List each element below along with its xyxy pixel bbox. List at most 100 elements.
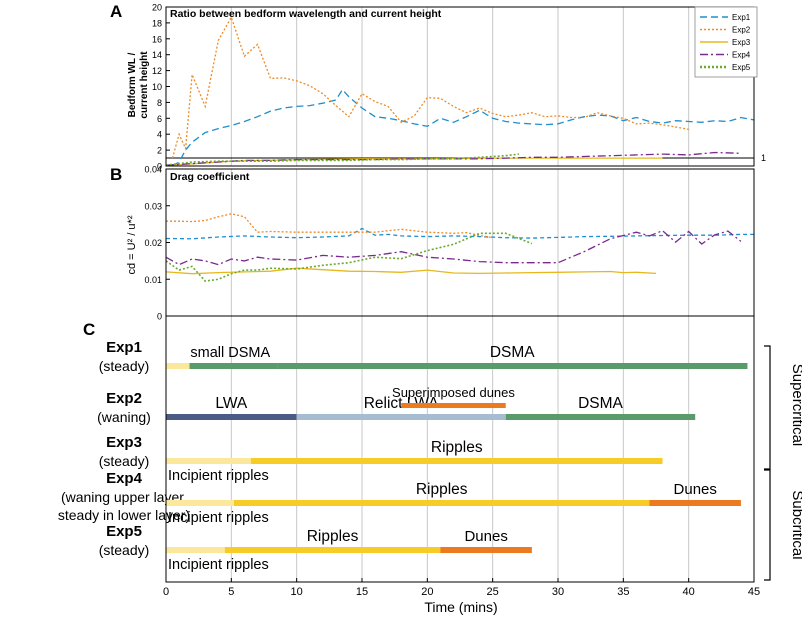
row-title-exp5: Exp5 xyxy=(106,523,142,540)
chart-a-y-tick-label: 10 xyxy=(152,82,162,92)
bar-exp5-ripples xyxy=(224,547,441,553)
bar-exp4-ripples xyxy=(233,500,650,506)
chart-c-x-tick-label: 45 xyxy=(748,586,760,598)
bar-exp1-dsma xyxy=(277,363,748,369)
bar-label-exp5-ripples: Ripples xyxy=(307,528,359,545)
chart-a-ylabel-line1: Bedform WL / xyxy=(127,52,138,117)
chart-c-x-tick-label: 10 xyxy=(291,586,303,598)
legend-label-exp1: Exp1 xyxy=(732,13,751,22)
bar-exp4-incipient-ripples xyxy=(166,500,234,506)
bar-label-exp3-ripples: Ripples xyxy=(431,439,483,456)
chart-b-y-tick-label: 0.04 xyxy=(144,165,162,175)
row-title-exp1: Exp1 xyxy=(106,339,142,356)
bar-exp2-dsma xyxy=(505,414,696,420)
chart-b-ylabel: cd = U² / u*² xyxy=(126,215,138,274)
chart-b-y-tick-label: 0.03 xyxy=(144,201,162,211)
chart-b-y-tick-label: 0.02 xyxy=(144,238,162,248)
row-title-exp2: Exp2 xyxy=(106,390,142,407)
chart-c-x-ticks: 0 5 10 15 20 25 30 35 40 45 xyxy=(163,578,760,598)
bar-exp1-segment xyxy=(166,363,190,369)
chart-b-frame xyxy=(165,168,755,317)
bar-exp2-relict-lwa xyxy=(296,414,506,420)
row-title-exp3: Exp3 xyxy=(106,434,142,451)
chart-a-series xyxy=(165,15,755,167)
row-subtitle-exp2: (waning) xyxy=(97,409,151,425)
chart-b-y-tick-label: 0.01 xyxy=(144,275,162,285)
regime-label-supercritical: Supercritical xyxy=(789,364,802,447)
chart-a-frame xyxy=(165,6,755,167)
chart-a-y-tick-label: 12 xyxy=(152,66,162,76)
bar-label-exp4-dunes: Dunes xyxy=(674,481,717,498)
bar-label-exp4-ripples: Ripples xyxy=(416,481,468,498)
chart-a-y-tick-label: 2 xyxy=(157,146,162,156)
bar-label-exp4-incipient-ripples: Incipient ripples xyxy=(168,510,269,526)
chart-b-series-exp5 xyxy=(165,232,533,282)
chart-c-xlabel: Time (mins) xyxy=(424,599,497,615)
bar-exp3-ripples xyxy=(250,458,663,464)
panel-label-b: B xyxy=(110,165,122,184)
chart-a-y-tick-label: 8 xyxy=(157,98,162,108)
gantt-row-exp5: Exp5 (steady) Incipient ripples Ripples Dune… xyxy=(99,523,532,573)
bar-label-exp2-lwa: LWA xyxy=(215,395,248,412)
gantt-row-exp3: Exp3 (steady) Incipient ripples Ripples xyxy=(99,434,663,484)
bar-exp4-dunes xyxy=(649,500,741,506)
regime-label-subcritical: Subcritical xyxy=(789,490,802,559)
gantt-row-exp4: Exp4 (waning upper layer, steady in lower … xyxy=(58,470,741,526)
bar-exp3-incipient-ripples xyxy=(166,458,251,464)
chart-c-x-tick-label: 35 xyxy=(617,586,629,598)
chart-a-y-tick-label: 16 xyxy=(152,34,162,44)
chart-a-series-exp1 xyxy=(172,88,755,167)
chart-c-x-tick-label: 25 xyxy=(487,586,499,598)
bar-exp5-dunes xyxy=(440,547,532,553)
legend-label-exp5: Exp5 xyxy=(732,63,751,72)
gantt-row-exp1: Exp1 (steady) small DSMA DSMA xyxy=(99,339,748,374)
chart-a-y-tick-label: 4 xyxy=(157,130,162,140)
chart-a-grid xyxy=(230,7,690,166)
bar-label-exp2-superimposed-dunes: Superimposed dunes xyxy=(392,385,515,400)
chart-a-ylabel-line2: current height xyxy=(139,51,150,119)
chart-b-series xyxy=(165,213,754,282)
panel-label-a: A xyxy=(110,2,122,21)
chart-a-series-exp2 xyxy=(171,15,689,159)
chart-a-y-tick-label: 20 xyxy=(152,3,162,13)
chart-a-refline-label: 1 xyxy=(761,153,766,163)
row-subtitle-exp5: (steady) xyxy=(99,542,150,558)
row-subtitle-exp3: (steady) xyxy=(99,453,150,469)
chart-b-series-exp1 xyxy=(165,227,754,240)
row-title-exp4: Exp4 xyxy=(106,470,143,487)
chart-c-grid xyxy=(230,316,690,582)
chart-c-rows: Exp1 (steady) small DSMA DSMA Exp2 (waning) LW… xyxy=(58,339,748,573)
chart-b-series-exp3 xyxy=(165,267,657,275)
bar-exp2-lwa xyxy=(166,414,297,420)
bar-label-exp2-dsma: DSMA xyxy=(578,395,623,412)
chart-a-y-tick-label: 0 xyxy=(157,162,162,172)
chart-b-series-exp4 xyxy=(165,229,742,266)
legend-label-exp2: Exp2 xyxy=(732,26,751,35)
chart-b: 0 0.01 0.02 0.03 0.04 Drag coefficient cd = … xyxy=(126,165,755,322)
chart-c-x-tick-label: 20 xyxy=(421,586,433,598)
chart-b-series-exp2 xyxy=(166,213,493,239)
row-subtitle-exp1: (steady) xyxy=(99,358,150,374)
chart-a-y-tick-label: 14 xyxy=(152,50,162,60)
chart-c: Exp1 (steady) small DSMA DSMA Exp2 (waning) LW… xyxy=(58,315,802,615)
bar-label-exp1-dsma: DSMA xyxy=(490,344,535,361)
chart-c-x-tick-label: 0 xyxy=(163,586,169,598)
bar-label-exp5-incipient-ripples: Incipient ripples xyxy=(168,557,269,573)
bar-label-exp1-small-dsma: small DSMA xyxy=(190,345,270,361)
chart-b-y-tick-label: 0 xyxy=(157,312,162,322)
chart-c-x-tick-label: 30 xyxy=(552,586,564,598)
chart-c-x-tick-label: 15 xyxy=(356,586,368,598)
chart-a-legend: Exp1 Exp2 Exp3 Exp4 Exp5 xyxy=(694,6,758,78)
chart-b-title: Drag coefficient xyxy=(170,171,250,183)
regime-brackets: Supercritical Subcritical xyxy=(764,345,802,581)
legend-label-exp4: Exp4 xyxy=(732,51,751,60)
bar-label-exp5-dunes: Dunes xyxy=(464,528,507,545)
chart-a-y-tick-label: 6 xyxy=(157,114,162,124)
chart-a: 0 2 4 6 8 10 12 14 16 18 20 Ratio between bedform … xyxy=(127,3,766,172)
chart-a-series-exp5 xyxy=(165,153,519,166)
row-subtitle-exp4: (waning upper layer, xyxy=(61,489,187,505)
chart-a-y-ticks: 0 2 4 6 8 10 12 14 16 18 20 xyxy=(152,3,170,172)
chart-a-title: Ratio between bedform wavelength and cur… xyxy=(170,8,442,20)
